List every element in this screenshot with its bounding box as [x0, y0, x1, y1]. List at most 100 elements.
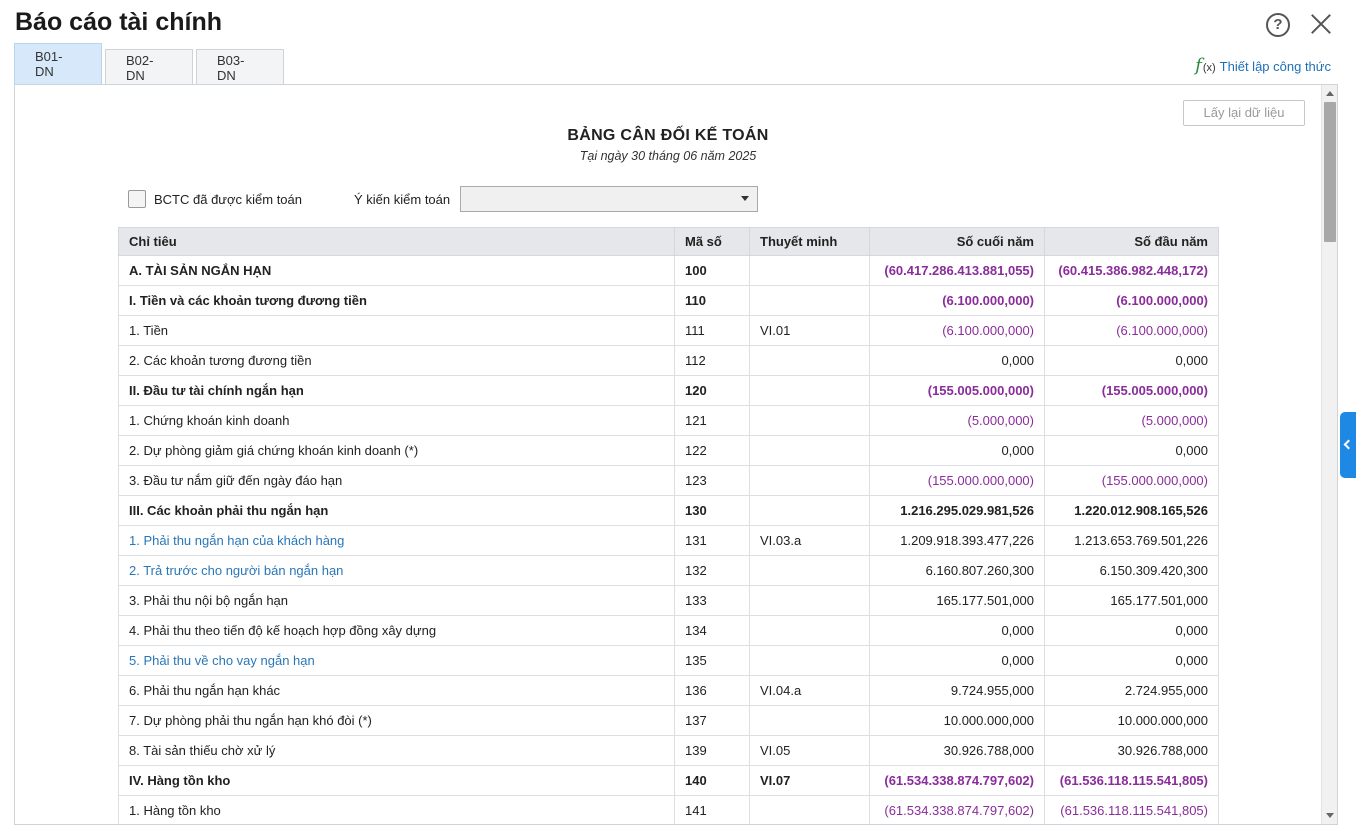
row-code: 134 — [674, 615, 750, 646]
tab-b02-dn[interactable]: B02-DN — [105, 49, 193, 85]
header-code: Mã số — [674, 227, 750, 256]
row-end-value: (5.000,000) — [869, 405, 1045, 436]
chevron-down-icon — [741, 196, 750, 201]
balance-sheet-table: Chỉ tiêu Mã số Thuyết minh Số cuối năm S… — [118, 227, 1219, 824]
table-row[interactable]: 2. Trả trước cho người bán ngắn hạn 132 6.… — [118, 555, 1219, 586]
table-row[interactable]: 2. Các khoản tương đương tiền 112 0,000 0,0… — [118, 345, 1219, 376]
table-row[interactable]: 3. Đầu tư nắm giữ đến ngày đáo hạn 123 (15… — [118, 465, 1219, 496]
header-note: Thuyết minh — [749, 227, 870, 256]
row-note — [749, 795, 870, 824]
header-end-year: Số cuối năm — [869, 227, 1045, 256]
row-note — [749, 435, 870, 466]
report-panel: Lấy lại dữ liệu BẢNG CÂN ĐỐI KẾ TOÁN Tại… — [14, 84, 1338, 825]
row-note: VI.05 — [749, 735, 870, 766]
row-label: 2. Dự phòng giảm giá chứng khoán kinh do… — [118, 435, 675, 466]
row-label: 1. Tiền — [118, 315, 675, 346]
table-row[interactable]: 1. Chứng khoán kinh doanh 121 (5.000,000)(… — [118, 405, 1219, 436]
table-body: A. TÀI SẢN NGẮN HẠN 100 (60.417.286.413.88… — [118, 255, 1219, 824]
row-start-value: (155.000.000,000) — [1044, 465, 1219, 496]
table-row[interactable]: 1. Phải thu ngắn hạn của khách hàng 131 VI… — [118, 525, 1219, 556]
report-date: Tại ngày 30 tháng 06 năm 2025 — [579, 149, 757, 163]
table-row[interactable]: 6. Phải thu ngắn hạn khác 136 VI.04.a 9.724… — [118, 675, 1219, 706]
row-note — [749, 495, 870, 526]
row-end-value: 30.926.788,000 — [869, 735, 1045, 766]
table-row[interactable]: III. Các khoản phải thu ngắn hạn 130 1.216… — [118, 495, 1219, 526]
row-code: 110 — [674, 285, 750, 316]
table-row[interactable]: A. TÀI SẢN NGẮN HẠN 100 (60.417.286.413.88… — [118, 255, 1219, 286]
table-row[interactable]: 2. Dự phòng giảm giá chứng khoán kinh do… — [118, 435, 1219, 466]
scrollbar-thumb[interactable] — [1324, 102, 1336, 242]
row-start-value: 6.150.309.420,300 — [1044, 555, 1219, 586]
row-label: A. TÀI SẢN NGẮN HẠN — [118, 255, 675, 286]
window-title: Báo cáo tài chính — [15, 8, 222, 36]
row-label: 8. Tài sản thiếu chờ xử lý — [118, 735, 675, 766]
row-code: 135 — [674, 645, 750, 676]
table-row[interactable]: 5. Phải thu về cho vay ngắn hạn 135 0,000 0… — [118, 645, 1219, 676]
row-code: 120 — [674, 375, 750, 406]
help-icon[interactable]: ? — [1266, 13, 1290, 37]
audit-opinion-select[interactable] — [460, 186, 759, 212]
table-row[interactable]: 7. Dự phòng phải thu ngắn hạn khó đòi (*… — [118, 705, 1219, 736]
table-row[interactable]: 1. Hàng tồn kho 141 (61.534.338.874.797,60… — [118, 795, 1219, 824]
scroll-up-icon[interactable] — [1326, 91, 1334, 96]
row-note — [749, 255, 870, 286]
row-code: 139 — [674, 735, 750, 766]
row-start-value: (61.536.118.115.541,805) — [1044, 765, 1219, 796]
row-end-value: 10.000.000,000 — [869, 705, 1045, 736]
row-code: 100 — [674, 255, 750, 286]
scroll-down-icon[interactable] — [1326, 813, 1334, 818]
row-note — [749, 585, 870, 616]
row-start-value: (61.536.118.115.541,805) — [1044, 795, 1219, 824]
audited-checkbox[interactable] — [128, 190, 146, 208]
tab-b01-dn[interactable]: B01-DN — [14, 43, 102, 84]
row-label: 3. Đầu tư nắm giữ đến ngày đáo hạn — [118, 465, 675, 496]
header-start-year: Số đầu năm — [1044, 227, 1219, 256]
vertical-scrollbar[interactable] — [1321, 85, 1337, 824]
row-end-value: 0,000 — [869, 345, 1045, 376]
row-code: 132 — [674, 555, 750, 586]
row-end-value: 165.177.501,000 — [869, 585, 1045, 616]
table-row[interactable]: 8. Tài sản thiếu chờ xử lý 139 VI.05 30.926… — [118, 735, 1219, 766]
row-label[interactable]: 5. Phải thu về cho vay ngắn hạn — [118, 645, 675, 676]
row-note: VI.03.a — [749, 525, 870, 556]
row-start-value: 30.926.788,000 — [1044, 735, 1219, 766]
row-label: 1. Chứng khoán kinh doanh — [118, 405, 675, 436]
close-icon[interactable] — [1310, 13, 1332, 35]
row-label: 6. Phải thu ngắn hạn khác — [118, 675, 675, 706]
row-end-value: (6.100.000,000) — [869, 315, 1045, 346]
table-row[interactable]: 1. Tiền 111 VI.01 (6.100.000,000) (6.100.000… — [118, 315, 1219, 346]
row-code: 130 — [674, 495, 750, 526]
row-code: 122 — [674, 435, 750, 466]
row-start-value: (155.005.000,000) — [1044, 375, 1219, 406]
row-code: 141 — [674, 795, 750, 824]
row-label: 4. Phải thu theo tiến độ kế hoạch hợp đồ… — [118, 615, 675, 646]
refresh-data-button[interactable]: Lấy lại dữ liệu — [1183, 100, 1305, 126]
row-code: 111 — [674, 315, 750, 346]
row-end-value: 0,000 — [869, 615, 1045, 646]
row-label: II. Đầu tư tài chính ngắn hạn — [118, 375, 675, 406]
table-row[interactable]: 3. Phải thu nội bộ ngắn hạn 133 165.177.50… — [118, 585, 1219, 616]
row-label[interactable]: 2. Trả trước cho người bán ngắn hạn — [118, 555, 675, 586]
table-row[interactable]: I. Tiền và các khoản tương đương tiền 110… — [118, 285, 1219, 316]
row-end-value: (61.534.338.874.797,602) — [869, 795, 1045, 824]
table-row[interactable]: II. Đầu tư tài chính ngắn hạn 120 (155.005… — [118, 375, 1219, 406]
row-label[interactable]: 1. Phải thu ngắn hạn của khách hàng — [118, 525, 675, 556]
row-note — [749, 555, 870, 586]
row-label: III. Các khoản phải thu ngắn hạn — [118, 495, 675, 526]
row-end-value: 1.209.918.393.477,226 — [869, 525, 1045, 556]
row-start-value: 1.213.653.769.501,226 — [1044, 525, 1219, 556]
side-panel-toggle[interactable] — [1340, 412, 1356, 478]
row-note — [749, 285, 870, 316]
formula-setup-link[interactable]: f (x) Thiết lập công thức — [1195, 55, 1331, 76]
row-note — [749, 345, 870, 376]
row-label: I. Tiền và các khoản tương đương tiền — [118, 285, 675, 316]
row-code: 112 — [674, 345, 750, 376]
row-code: 121 — [674, 405, 750, 436]
row-start-value: (6.100.000,000) — [1044, 315, 1219, 346]
table-row[interactable]: 4. Phải thu theo tiến độ kế hoạch hợp đồ… — [118, 615, 1219, 646]
row-end-value: (6.100.000,000) — [869, 285, 1045, 316]
tab-b03-dn[interactable]: B03-DN — [196, 49, 284, 85]
row-note — [749, 615, 870, 646]
table-row[interactable]: IV. Hàng tồn kho 140 VI.07 (61.534.338.874.… — [118, 765, 1219, 796]
row-start-value: 1.220.012.908.165,526 — [1044, 495, 1219, 526]
